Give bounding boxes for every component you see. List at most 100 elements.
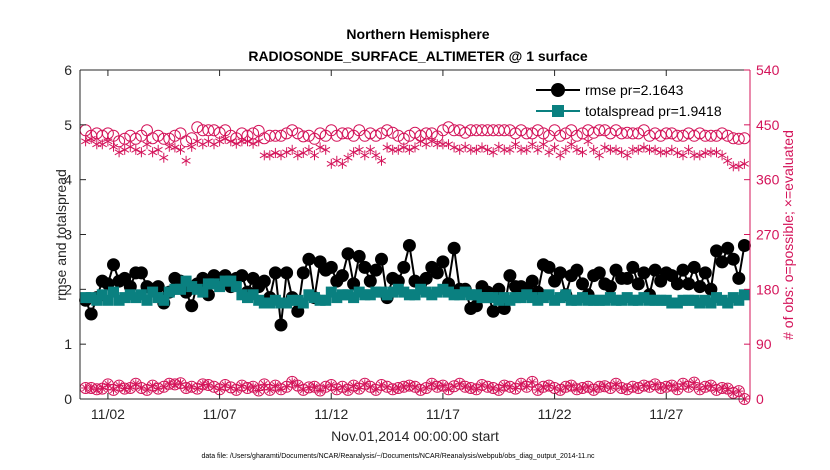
obs-evaluated-stroke (216, 385, 224, 393)
obs-evaluated-point (661, 147, 671, 158)
obs-evaluated-point (561, 144, 571, 155)
obs-evaluated-point (231, 138, 241, 149)
obs-evaluated-stroke (478, 381, 486, 389)
totalspread-point (208, 278, 220, 290)
obs-evaluated-stroke (108, 143, 119, 150)
obs-evaluated-stroke (98, 385, 106, 393)
rmse-point (274, 318, 288, 332)
obs-possible-point (610, 124, 622, 137)
obs-possible-point (537, 127, 550, 140)
rmse-point (436, 255, 450, 269)
totalspread-point (320, 294, 332, 306)
obs-evaluated-stroke (321, 146, 331, 153)
rmse-point (710, 244, 723, 258)
obs-evaluated-stroke (433, 383, 441, 391)
totalspread-point (554, 292, 566, 304)
rmse-point (324, 260, 338, 274)
series-layer (79, 121, 751, 405)
obs-evaluated-stroke (723, 157, 733, 164)
obs-possible-point (448, 124, 461, 137)
obs-evaluated-stroke (293, 152, 303, 159)
obs-evaluated-point (321, 144, 331, 155)
obs-evaluated-stroke (611, 146, 621, 153)
legend-entry-totalspread: totalspread pr=1.9418 (536, 103, 722, 119)
obs-evaluated-stroke (500, 382, 508, 390)
obs-evaluated-point (153, 144, 163, 155)
obs-evaluated-stroke (361, 380, 369, 388)
obs-evaluated-stroke (309, 152, 320, 159)
rmse-point (268, 266, 282, 280)
obs-evaluated-stroke (618, 384, 626, 392)
totalspread-point (381, 289, 393, 301)
obs-evaluated-point (293, 381, 303, 391)
totalspread-point (431, 286, 443, 298)
obs-evaluated-stroke (221, 381, 229, 389)
obs-evaluated-point (544, 147, 554, 158)
obs-evaluated-point (108, 141, 119, 152)
obs-possible-point (369, 129, 382, 142)
obs-evaluated-point (734, 161, 744, 172)
obs-evaluated-point (538, 382, 548, 392)
obs-evaluated-stroke (126, 384, 134, 392)
obs-evaluated-point (734, 386, 744, 396)
obs-evaluated-stroke (103, 138, 113, 145)
obs-evaluated-stroke (114, 149, 124, 156)
obs-evaluated-stroke (383, 383, 391, 391)
obs-evaluated-stroke (404, 146, 414, 153)
rmse-point (620, 271, 634, 285)
obs-evaluated-point (304, 382, 314, 392)
obs-evaluated-point (622, 384, 632, 394)
obs-evaluated-stroke (494, 143, 504, 150)
totalspread-point (219, 275, 231, 287)
obs-evaluated-stroke (170, 144, 180, 151)
obs-evaluated-stroke (376, 157, 387, 164)
obs-evaluated-stroke (717, 152, 727, 159)
totalspread-point (331, 292, 343, 304)
obs-evaluated-stroke (378, 381, 385, 389)
totalspread-point (175, 283, 186, 295)
totalspread-point (403, 289, 415, 301)
obs-evaluated-stroke (187, 143, 197, 150)
obs-evaluated-stroke (148, 149, 158, 156)
obs-evaluated-stroke (724, 385, 732, 393)
obs-evaluated-stroke (472, 385, 480, 393)
obs-possible-point (381, 124, 394, 137)
rmse-point (726, 252, 740, 266)
obs-evaluated-point (109, 385, 118, 395)
obs-evaluated-stroke (121, 385, 129, 393)
obs-evaluated-stroke (427, 138, 437, 145)
obs-evaluated-stroke (467, 384, 475, 392)
rmse-point (358, 260, 372, 274)
obs-evaluated-stroke (371, 152, 381, 159)
obs-evaluated-point (561, 382, 571, 392)
obs-evaluated-stroke (601, 382, 609, 390)
obs-evaluated-point (287, 144, 297, 155)
obs-evaluated-point (360, 150, 370, 161)
totalspread-point (666, 297, 678, 309)
obs-evaluated-point (577, 147, 588, 158)
obs-evaluated-stroke (220, 135, 230, 142)
obs-evaluated-stroke (573, 385, 581, 393)
totalspread-point (353, 286, 365, 298)
obs-evaluated-point (717, 150, 727, 161)
obs-evaluated-point (176, 378, 185, 388)
obs-evaluated-stroke (461, 383, 469, 391)
obs-evaluated-stroke (311, 383, 318, 391)
obs-evaluated-point (477, 142, 487, 153)
rmse-point (670, 277, 684, 291)
totalspread-point (515, 292, 527, 304)
obs-evaluated-point (466, 383, 476, 393)
totalspread-point (487, 292, 499, 304)
obs-evaluated-point (371, 150, 381, 161)
totalspread-point (577, 292, 588, 304)
obs-evaluated-point (242, 136, 253, 147)
rmse-point (447, 241, 461, 255)
rmse-point (687, 260, 701, 274)
obs-evaluated-point (215, 384, 225, 394)
obs-evaluated-stroke (673, 385, 681, 393)
obs-evaluated-stroke (142, 141, 152, 148)
totalspread-point (738, 289, 750, 301)
obs-evaluated-point (114, 147, 124, 158)
obs-possible-point (459, 126, 472, 139)
chart-title-line2: RADIOSONDE_SURFACE_ALTIMETER @ 1 surface (248, 48, 588, 64)
